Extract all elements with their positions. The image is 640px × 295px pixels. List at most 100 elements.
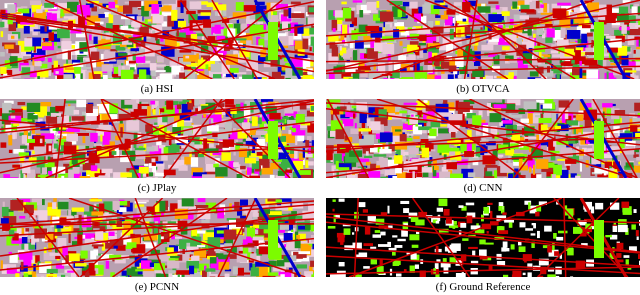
map-region bbox=[414, 62, 417, 72]
map-region bbox=[341, 40, 345, 44]
map-region bbox=[183, 0, 283, 79]
map-region bbox=[552, 54, 564, 58]
map-region bbox=[551, 3, 561, 11]
map-region bbox=[288, 129, 291, 135]
map-region bbox=[216, 256, 230, 265]
map-region bbox=[627, 61, 637, 67]
map-region bbox=[154, 203, 160, 212]
map-region bbox=[241, 122, 250, 133]
map-region bbox=[386, 0, 509, 79]
map-region bbox=[326, 150, 333, 161]
map-region bbox=[6, 45, 10, 54]
map-region bbox=[271, 159, 282, 162]
map-region bbox=[0, 12, 314, 62]
map-region bbox=[290, 1, 301, 5]
map-region bbox=[96, 58, 109, 67]
map-region bbox=[288, 213, 296, 224]
map-region bbox=[211, 158, 220, 165]
map-region bbox=[551, 174, 556, 178]
map-region bbox=[431, 216, 439, 223]
map-region bbox=[131, 236, 140, 247]
map-region bbox=[580, 232, 587, 237]
map-region bbox=[531, 60, 545, 65]
map-region bbox=[39, 138, 43, 144]
map-region bbox=[472, 37, 479, 46]
map-region bbox=[36, 9, 43, 14]
map-region bbox=[255, 261, 269, 267]
map-region bbox=[141, 5, 149, 17]
map-region bbox=[493, 104, 507, 109]
map-region bbox=[11, 35, 15, 39]
map-region bbox=[467, 172, 476, 178]
map-region bbox=[37, 200, 52, 211]
map-region bbox=[168, 231, 171, 239]
map-region bbox=[378, 225, 389, 229]
map-region bbox=[408, 28, 418, 34]
map-region bbox=[42, 198, 45, 206]
map-region bbox=[37, 57, 41, 65]
map-region bbox=[94, 173, 105, 177]
map-region bbox=[458, 205, 464, 208]
map-region bbox=[132, 29, 138, 32]
map-region bbox=[209, 276, 216, 277]
map-region bbox=[157, 105, 160, 110]
map-region bbox=[380, 231, 386, 236]
map-region bbox=[293, 251, 307, 258]
map-region bbox=[46, 268, 58, 274]
map-region bbox=[631, 75, 639, 79]
map-region bbox=[549, 150, 560, 154]
map-region bbox=[247, 227, 255, 237]
map-region bbox=[156, 140, 162, 146]
map-region bbox=[605, 35, 616, 39]
map-region bbox=[301, 153, 313, 158]
map-region bbox=[33, 29, 42, 32]
map-region bbox=[439, 171, 451, 178]
map-region bbox=[525, 228, 533, 231]
map-region bbox=[0, 223, 314, 226]
map-region bbox=[399, 41, 403, 46]
map-region bbox=[105, 260, 110, 269]
map-region bbox=[48, 32, 54, 41]
map-region bbox=[402, 56, 411, 61]
map-region bbox=[583, 201, 592, 210]
map-region bbox=[411, 244, 419, 248]
map-region bbox=[350, 107, 359, 113]
map-region bbox=[622, 0, 631, 4]
map-region bbox=[339, 54, 344, 61]
map-region bbox=[353, 113, 356, 119]
map-region bbox=[420, 141, 426, 150]
map-region bbox=[237, 267, 244, 276]
map-region bbox=[429, 157, 433, 162]
map-region bbox=[171, 65, 184, 75]
map-region bbox=[28, 23, 35, 27]
map-region bbox=[464, 0, 547, 79]
map-region bbox=[331, 19, 338, 31]
map-region bbox=[149, 44, 161, 51]
map-region bbox=[594, 121, 604, 159]
map-region bbox=[159, 73, 173, 79]
map-region bbox=[39, 40, 44, 43]
map-region bbox=[135, 150, 146, 160]
map-region bbox=[283, 260, 292, 268]
map-region bbox=[130, 67, 135, 72]
map-region bbox=[553, 198, 629, 277]
map-region bbox=[429, 46, 436, 50]
map-region bbox=[358, 128, 371, 132]
map-region bbox=[375, 53, 386, 59]
map-region bbox=[635, 25, 640, 28]
map-region bbox=[278, 275, 283, 277]
map-region bbox=[523, 101, 537, 110]
map-region bbox=[588, 64, 599, 69]
map-region bbox=[520, 4, 534, 12]
map-region bbox=[550, 102, 555, 110]
map-region bbox=[298, 153, 305, 160]
map-region bbox=[621, 24, 627, 34]
map-region bbox=[370, 39, 375, 48]
map-region bbox=[136, 16, 143, 24]
map-region bbox=[270, 2, 281, 11]
map-region bbox=[474, 60, 481, 66]
map-region bbox=[177, 274, 180, 277]
map-region bbox=[213, 114, 222, 123]
map-region bbox=[525, 132, 529, 141]
map-region bbox=[616, 253, 622, 258]
